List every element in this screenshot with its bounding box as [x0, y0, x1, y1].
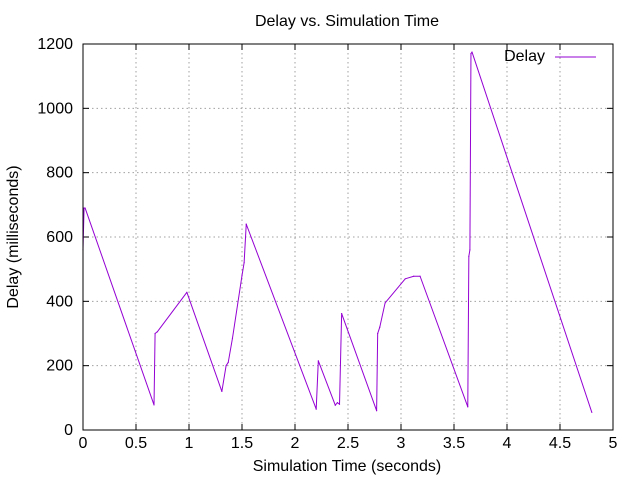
x-tick-label: 1.5	[231, 435, 253, 452]
grid-lines	[83, 44, 613, 430]
data-point	[470, 53, 472, 55]
x-tick-label: 3.5	[443, 435, 465, 452]
data-point	[243, 262, 245, 264]
data-point	[404, 278, 406, 280]
data-point	[468, 255, 470, 257]
data-point	[336, 402, 338, 404]
y-tick-label: 1000	[37, 100, 73, 117]
y-axis-title: Delay (milliseconds)	[5, 165, 22, 308]
x-tick-label: 2	[291, 435, 300, 452]
y-tick-label: 200	[46, 358, 73, 375]
data-point	[315, 408, 317, 410]
data-point	[376, 410, 378, 412]
data-point	[221, 390, 223, 392]
data-point	[83, 207, 85, 209]
y-tick-label: 1200	[37, 36, 73, 53]
data-point	[84, 207, 86, 209]
data-point	[467, 406, 469, 408]
data-point	[384, 302, 386, 304]
data-point	[317, 360, 319, 362]
x-tick-label: 5	[609, 435, 618, 452]
x-tick-label: 0.5	[125, 435, 147, 452]
data-point	[153, 404, 155, 406]
x-tick-label: 4	[503, 435, 512, 452]
y-tick-label: 0	[64, 422, 73, 439]
data-point	[379, 326, 381, 328]
x-axis-title: Simulation Time (seconds)	[253, 458, 442, 475]
data-point	[341, 312, 343, 315]
series-lines	[82, 51, 593, 413]
legend: Delay	[504, 48, 596, 65]
y-tick-label: 600	[46, 229, 73, 246]
x-tick-label: 1	[185, 435, 194, 452]
data-point	[591, 411, 593, 413]
data-point	[419, 275, 421, 277]
data-point	[413, 275, 415, 277]
data-point	[245, 223, 247, 225]
legend-label-delay: Delay	[504, 48, 545, 65]
data-point	[156, 331, 158, 333]
data-point	[186, 291, 188, 293]
chart-title: Delay vs. Simulation Time	[255, 13, 439, 30]
data-point	[334, 404, 336, 406]
data-point	[231, 337, 234, 339]
y-tick-label: 800	[46, 165, 73, 182]
series-line-delay	[82, 51, 593, 413]
y-tick-label: 400	[46, 293, 73, 310]
x-tick-label: 4.5	[549, 435, 571, 452]
data-point	[469, 249, 471, 251]
data-point	[225, 365, 227, 367]
data-point	[471, 51, 473, 53]
data-point	[338, 403, 341, 405]
x-tick-label: 0	[79, 435, 88, 452]
data-point	[227, 361, 229, 364]
x-tick-label: 2.5	[337, 435, 359, 452]
data-point	[377, 332, 379, 335]
plot-frame	[82, 43, 614, 431]
x-tick-label: 3	[397, 435, 406, 452]
data-point	[154, 332, 156, 335]
data-point	[241, 275, 243, 277]
axis-ticks: 0 0.5 1 1.5 2 2.5 3 3.5 4 4.5 5 0 200 400 600 800 1000 12…	[37, 36, 617, 452]
